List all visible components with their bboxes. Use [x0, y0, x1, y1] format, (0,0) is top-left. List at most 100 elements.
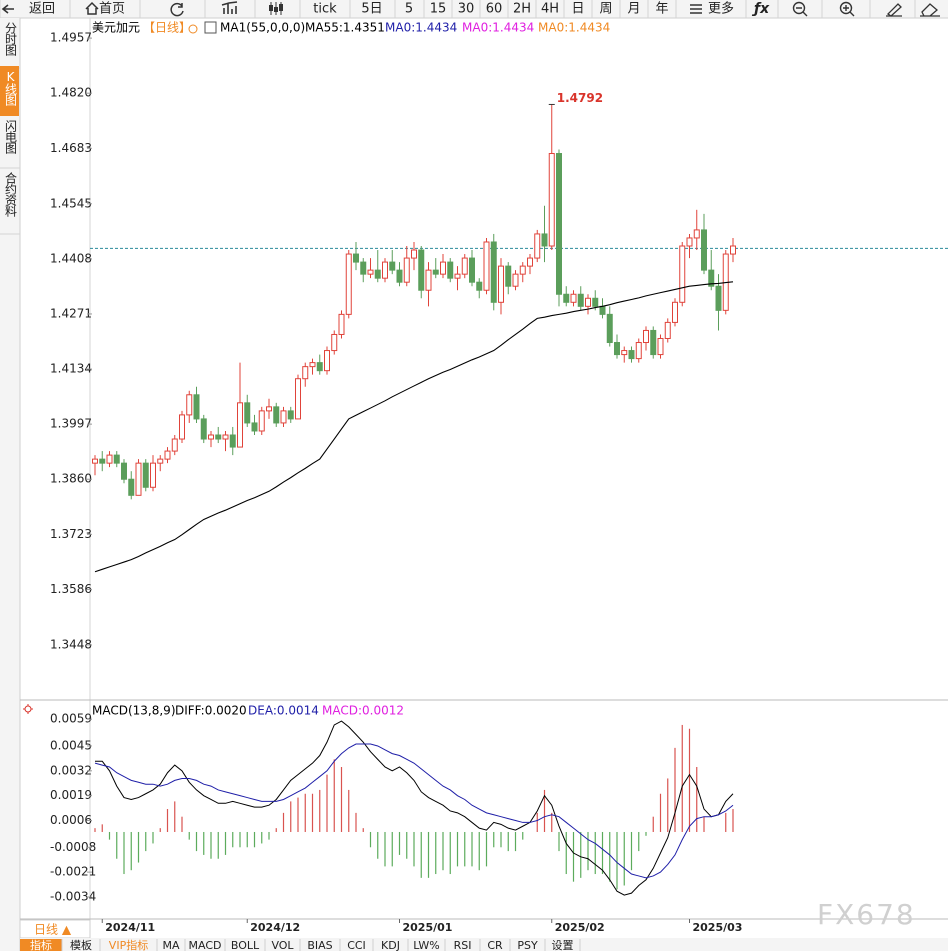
candle-body [570, 293, 577, 303]
toolbar-button[interactable]: 日 [571, 2, 584, 17]
legend-item: 美元加元 [92, 21, 140, 35]
candle-body [635, 342, 642, 360]
bottom-tab[interactable]: 指标 [30, 938, 52, 951]
bottom-tab[interactable]: BOLL [231, 939, 260, 951]
toolbar-button[interactable]: 30 [458, 2, 475, 17]
toolbar-button[interactable]: 5日 [361, 2, 382, 17]
candle-body [672, 301, 678, 323]
bottom-tab[interactable]: VOL [271, 939, 294, 951]
candle-body [345, 253, 352, 315]
candle-icon-body [274, 7, 278, 12]
candle-body [592, 297, 599, 307]
candle-body [628, 350, 635, 360]
add-icon[interactable] [188, 24, 198, 34]
candle-body [505, 265, 512, 287]
watermark: FX678 [817, 898, 916, 931]
candle-body [483, 241, 490, 291]
candle-body [150, 462, 156, 488]
candle-body [215, 434, 222, 440]
bottom-tab[interactable]: 模板 [70, 938, 92, 951]
y-tick-label: 1.4683 [50, 141, 92, 155]
candle-body [512, 273, 519, 287]
side-tab[interactable]: 闪电图 [4, 120, 18, 154]
candle-body [287, 410, 294, 420]
toolbar-button[interactable]: 年 [655, 2, 668, 17]
bottom-tab[interactable]: RSI [454, 939, 472, 951]
toolbar-button[interactable]: 2H [513, 2, 531, 17]
side-tab[interactable]: K线图 [4, 70, 18, 106]
candle-body [585, 297, 591, 307]
home-icon[interactable] [85, 1, 99, 15]
candle-body [295, 378, 301, 420]
zoom-out-icon[interactable] [792, 1, 806, 15]
candle-body [208, 434, 214, 440]
toolbar-button[interactable]: 60 [486, 2, 503, 17]
zoom-in-icon[interactable] [839, 1, 853, 15]
toolbar-button[interactable]: 4H [541, 2, 559, 17]
y-tick-label: 0.0019 [50, 788, 92, 802]
toolbar-button[interactable]: 首页 [99, 2, 125, 17]
indicator-icon[interactable] [24, 705, 32, 713]
candle-body [425, 269, 432, 291]
ma-icon[interactable] [204, 21, 217, 34]
bottom-tab[interactable]: VIP指标 [109, 938, 148, 951]
y-tick-label: 1.4820 [50, 86, 92, 100]
candle-body [490, 241, 497, 303]
bottom-tab[interactable]: MA [162, 939, 179, 951]
toolbar-button[interactable]: 周 [599, 2, 612, 17]
candle-body [498, 265, 504, 303]
menu-icon[interactable] [690, 4, 702, 14]
y-tick-label: 0.0045 [50, 738, 92, 752]
candle-body [527, 257, 533, 267]
candle-body [650, 329, 657, 356]
fx-icon[interactable]: ƒx [751, 1, 770, 17]
period-label[interactable]: 日线 ▲ [34, 923, 72, 937]
y-tick-label: 1.4134 [50, 362, 92, 376]
candle-body [469, 257, 475, 283]
toolbar-button[interactable]: 返回 [29, 2, 55, 17]
chart-icon[interactable] [221, 1, 238, 14]
refresh-icon[interactable] [170, 2, 184, 17]
bottom-tabs [20, 938, 948, 951]
y-tick-label: 0.0006 [50, 813, 92, 827]
toolbar-button[interactable]: 月 [627, 2, 640, 17]
legend-item: MA55:1.4351 [305, 21, 385, 35]
x-tick-label: 2025/02 [555, 921, 605, 934]
bottom-tab[interactable]: LW% [413, 939, 439, 951]
bottom-tab[interactable]: BIAS [307, 939, 332, 951]
x-tick-label: 2024/11 [105, 921, 155, 934]
bottom-tab[interactable]: 设置 [552, 939, 574, 951]
candle-body [186, 394, 193, 416]
toolbar-button[interactable]: tick [313, 2, 337, 17]
candle-body [106, 454, 113, 464]
y-tick-label: 1.3860 [50, 472, 92, 486]
bottom-tab[interactable]: CR [487, 939, 503, 951]
candle-body [606, 313, 613, 344]
legend-item: MACD(13,8,9) [92, 704, 176, 718]
toolbar-button[interactable]: 更多 [708, 1, 734, 17]
candle-body [113, 454, 120, 464]
y-tick-label: 0.0059 [50, 712, 92, 726]
candle-body [324, 350, 330, 372]
bottom-tab[interactable]: PSY [517, 939, 538, 951]
candle-body [353, 253, 359, 263]
side-tab[interactable]: 分时图 [4, 22, 18, 56]
y-tick-label: 1.3723 [50, 527, 92, 541]
bottom-tab[interactable]: CCI [347, 939, 366, 951]
legend-item: MA1(55,0,0,0) [220, 21, 305, 35]
high-annotation: 1.4792 [557, 91, 603, 105]
legend-item: MA0:1.4434 [538, 21, 610, 35]
bottom-tab[interactable]: MACD [189, 939, 222, 951]
pen-icon[interactable] [886, 3, 902, 17]
bottom-tab[interactable]: KDJ [381, 939, 400, 951]
side-tab[interactable]: 合约资料 [4, 171, 18, 217]
x-tick-label: 2024/12 [250, 921, 300, 934]
eraser-icon[interactable] [920, 3, 940, 17]
toolbar-button[interactable]: 5 [405, 2, 413, 17]
candle-body [229, 434, 236, 448]
candle-body [193, 394, 200, 420]
y-tick-label: 1.3586 [50, 582, 92, 596]
back-icon[interactable] [1, 4, 14, 14]
toolbar-button[interactable]: 15 [430, 2, 447, 17]
